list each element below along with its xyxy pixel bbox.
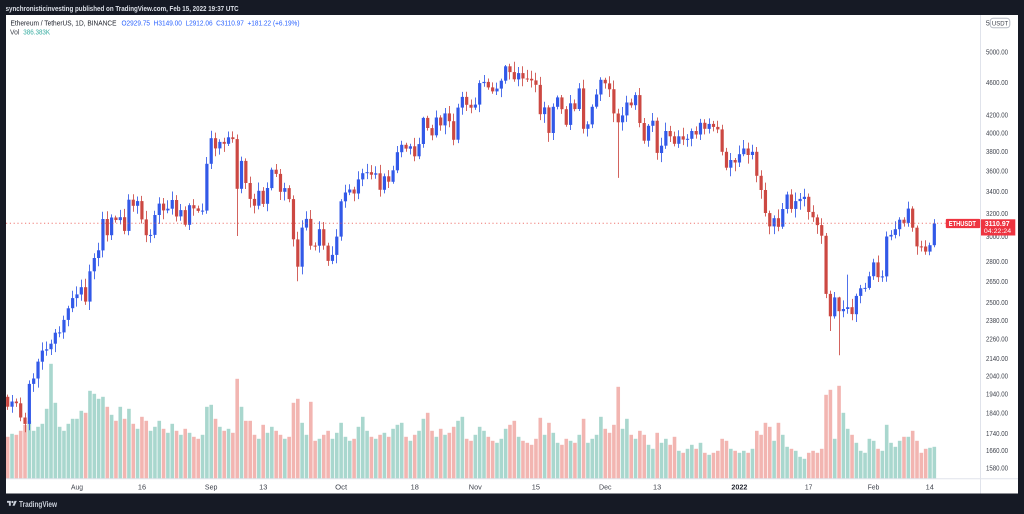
svg-text:2800.00: 2800.00 bbox=[986, 259, 1008, 266]
svg-text:2260.00: 2260.00 bbox=[986, 337, 1008, 344]
svg-text:4200.00: 4200.00 bbox=[986, 113, 1008, 120]
svg-text:Aug: Aug bbox=[71, 484, 83, 491]
svg-text:USDT: USDT bbox=[992, 20, 1008, 27]
svg-text:Dec: Dec bbox=[599, 484, 612, 491]
svg-text:3000.00: 3000.00 bbox=[986, 234, 1008, 241]
svg-text:1580.00: 1580.00 bbox=[986, 466, 1008, 473]
svg-text:04:22:24: 04:22:24 bbox=[984, 228, 1011, 235]
svg-text:1740.00: 1740.00 bbox=[986, 431, 1008, 438]
svg-text:2140.00: 2140.00 bbox=[986, 356, 1008, 363]
svg-text:TradingView: TradingView bbox=[19, 500, 58, 509]
svg-text:1840.00: 1840.00 bbox=[986, 411, 1008, 418]
svg-text:3800.00: 3800.00 bbox=[986, 149, 1008, 156]
svg-text:13: 13 bbox=[653, 484, 661, 491]
svg-text:15: 15 bbox=[532, 484, 540, 491]
svg-text:synchronisticinvesting publish: synchronisticinvesting published on Trad… bbox=[6, 4, 239, 13]
svg-text:18: 18 bbox=[411, 484, 419, 491]
svg-text:2040.00: 2040.00 bbox=[986, 374, 1008, 381]
svg-text:3200.00: 3200.00 bbox=[986, 211, 1008, 218]
svg-text:2022: 2022 bbox=[731, 482, 747, 491]
svg-text:5: 5 bbox=[986, 20, 990, 27]
svg-text:5000.00: 5000.00 bbox=[986, 50, 1008, 57]
svg-text:4000.00: 4000.00 bbox=[986, 130, 1008, 137]
svg-text:13: 13 bbox=[259, 484, 267, 491]
svg-text:16: 16 bbox=[138, 484, 146, 491]
svg-text:17: 17 bbox=[805, 484, 813, 491]
svg-text:2380.00: 2380.00 bbox=[986, 318, 1008, 325]
svg-text:Sep: Sep bbox=[205, 484, 218, 491]
svg-text:Feb: Feb bbox=[868, 484, 880, 491]
svg-text:14: 14 bbox=[926, 484, 934, 491]
svg-text:1940.00: 1940.00 bbox=[986, 392, 1008, 399]
svg-text:3110.97: 3110.97 bbox=[985, 221, 1010, 228]
svg-text:Nov: Nov bbox=[469, 484, 483, 491]
svg-text:Oct: Oct bbox=[335, 484, 347, 491]
svg-text:386.383K: 386.383K bbox=[23, 27, 50, 36]
svg-text:Ethereum / TetherUS, 1D, BINAN: Ethereum / TetherUS, 1D, BINANCE bbox=[11, 18, 117, 27]
svg-text:O2929.75 H3149.00 L2912.06: O2929.75 H3149.00 L2912.06 C3110.97 +181… bbox=[122, 18, 300, 27]
svg-text:Vol: Vol bbox=[10, 27, 20, 36]
svg-text:ETHUSDT: ETHUSDT bbox=[949, 221, 977, 228]
svg-text:2500.00: 2500.00 bbox=[986, 300, 1008, 307]
svg-text:3600.00: 3600.00 bbox=[986, 168, 1008, 175]
svg-text:2650.00: 2650.00 bbox=[986, 279, 1008, 286]
svg-text:4600.00: 4600.00 bbox=[986, 80, 1008, 87]
svg-text:1660.00: 1660.00 bbox=[986, 448, 1008, 455]
svg-text:3400.00: 3400.00 bbox=[986, 189, 1008, 196]
